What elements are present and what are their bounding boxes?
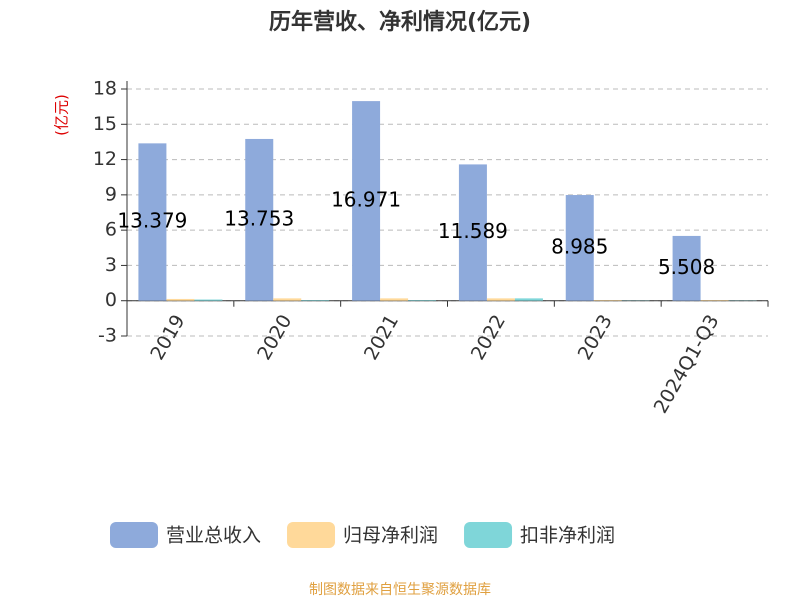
x-tick-label: 2024Q1-Q3 [650,311,724,417]
y-tick-label: 6 [105,219,117,241]
legend-swatch [287,522,336,548]
bar [273,298,302,301]
x-tick-label: 2021 [360,311,403,364]
x-tick-label: 2023 [574,311,617,364]
bar [700,300,729,301]
bar [166,298,195,301]
y-axis-label: (亿元) [53,94,71,136]
x-tick-label: 2019 [146,311,189,364]
legend-label: 归母净利润 [343,525,438,547]
legend-label: 扣非净利润 [520,525,615,547]
data-label: 11.589 [438,219,508,243]
chart-title: 历年营收、净利情况(亿元) [269,9,531,35]
bar [408,300,437,301]
legend-swatch [464,522,513,548]
y-tick-label: 12 [93,148,117,170]
bar [380,298,409,301]
y-tick-label: -3 [98,325,117,347]
bar [458,164,487,301]
x-tick-label: 2020 [253,311,296,364]
data-label: 13.753 [224,206,294,230]
data-label: 8.985 [551,234,608,258]
data-label: 16.971 [331,187,401,211]
bar [565,195,594,301]
y-tick-label: 9 [105,183,117,205]
bar [194,299,223,301]
y-tick-label: 15 [93,113,117,135]
data-label: 5.508 [658,255,715,279]
data-label: 13.379 [117,209,187,233]
y-tick-label: 3 [105,254,117,276]
bar [245,138,274,301]
bar [593,300,622,301]
bar [352,101,381,301]
bar [301,300,330,301]
bar [514,298,543,301]
legend-swatch [110,522,158,548]
legend-label: 营业总收入 [166,525,261,547]
y-tick-label: 18 [93,78,117,100]
y-tick-label: 0 [105,289,117,311]
bar [138,143,167,301]
x-tick-label: 2022 [467,311,510,364]
bar [672,235,701,301]
bar [486,298,515,301]
source-note: 制图数据来自恒生聚源数据库 [309,582,491,598]
